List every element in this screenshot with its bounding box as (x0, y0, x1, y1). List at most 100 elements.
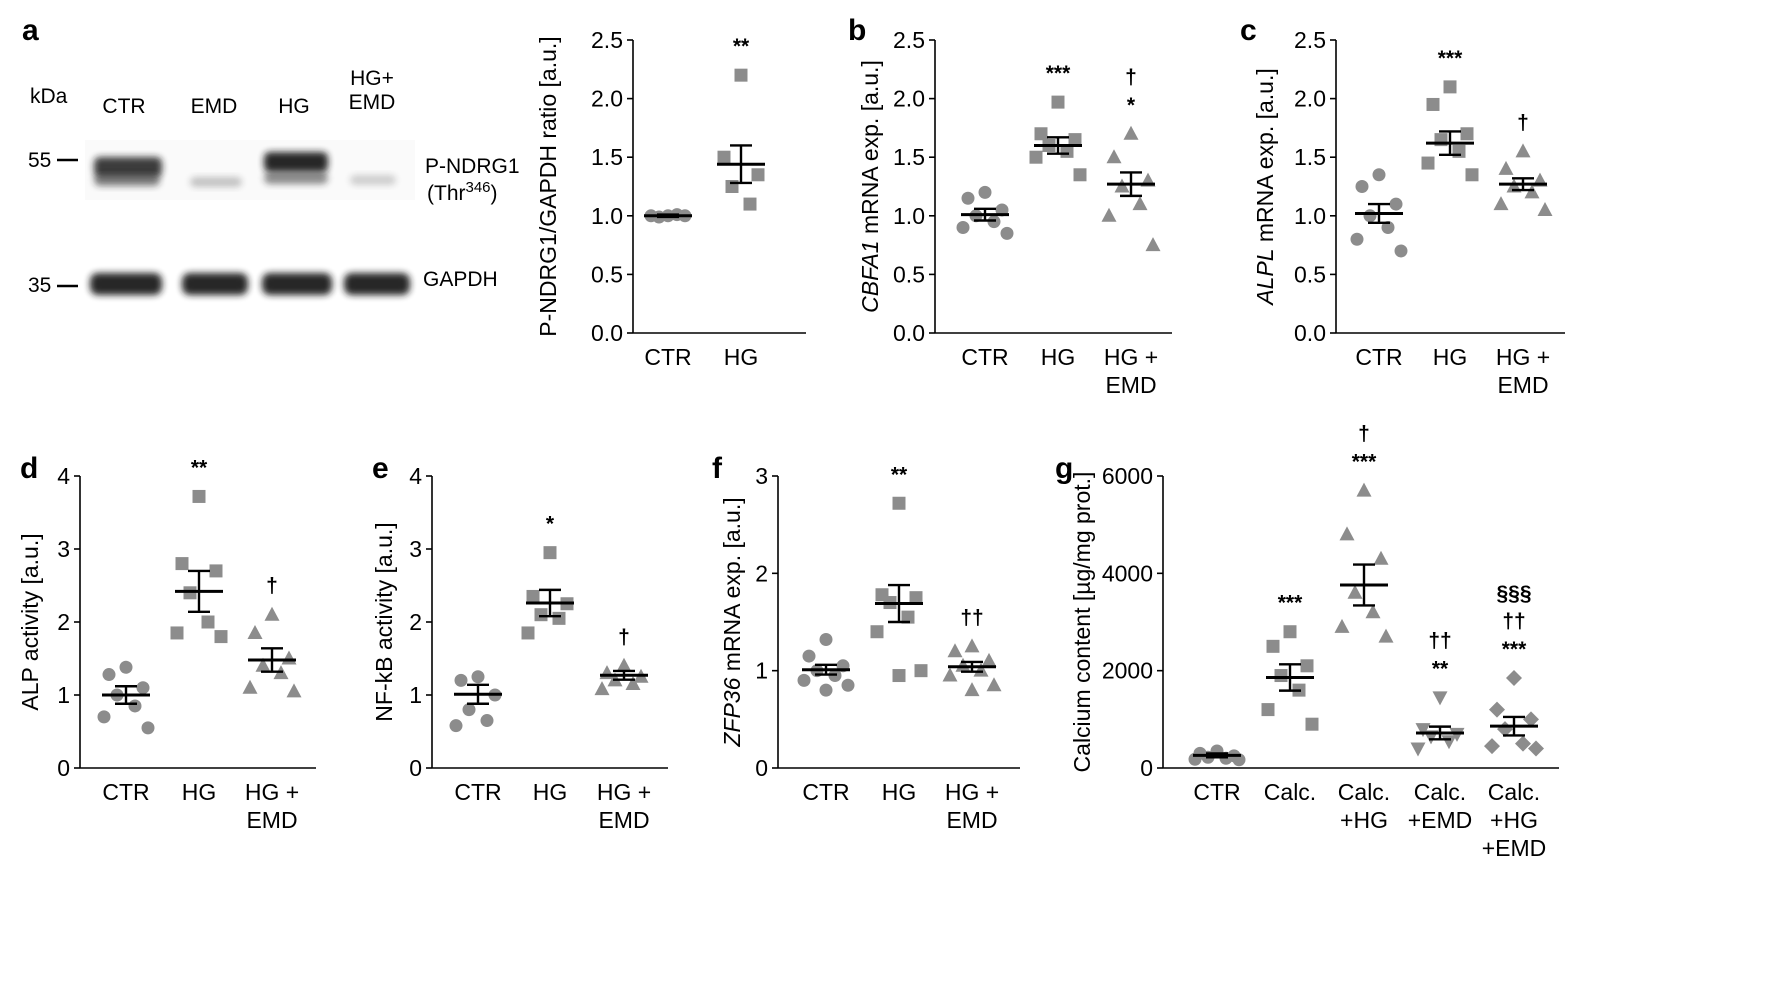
y-tick-label: 2.5 (893, 27, 925, 53)
significance-label: ** (733, 35, 750, 58)
data-point (1381, 221, 1395, 235)
data-point (1441, 735, 1457, 750)
data-point (616, 657, 632, 672)
data-point (1300, 659, 1314, 673)
data-point (102, 668, 116, 682)
x-tick-label: HG + EMD (945, 779, 999, 833)
data-point (892, 669, 906, 683)
y-tick-label: 1.0 (1294, 203, 1326, 229)
lane-label: HG (278, 95, 310, 118)
y-tick-label: 1 (409, 682, 422, 708)
lane-label: EMD (191, 95, 238, 118)
y-axis-label: ALP activity [a.u.] (17, 533, 43, 710)
data-point (192, 489, 206, 503)
x-tick-label: CTR (644, 344, 691, 370)
x-tick-label: CTR (1355, 344, 1402, 370)
x-tick-label: HG + EMD (245, 779, 299, 833)
data-point (1378, 628, 1394, 643)
data-point (264, 606, 280, 621)
data-point (870, 625, 884, 639)
data-point (956, 221, 970, 235)
y-tick-label: 3 (57, 536, 70, 562)
data-point (526, 589, 540, 603)
data-point (1101, 207, 1117, 222)
chart-panel-c: c 0.0 0.5 1.0 1.5 2.0 2.5 ALPL mRNA exp. [a.u.]… (1240, 14, 1565, 398)
panel-letter-b: b (848, 14, 866, 47)
data-point (1106, 149, 1122, 164)
data-point (552, 611, 566, 625)
x-tick-label: CTR (454, 779, 501, 805)
y-tick-label: 2.5 (591, 27, 623, 53)
y-tick-label: 0.0 (591, 320, 623, 346)
y-tick-label: 2.0 (1294, 86, 1326, 112)
data-point (717, 150, 731, 164)
significance-label: † (1517, 111, 1529, 134)
target-thr346: (Thr346) (427, 179, 498, 205)
data-point (170, 626, 184, 640)
data-point (1373, 550, 1389, 565)
significance-label: †† (960, 606, 983, 629)
data-point (247, 624, 263, 639)
data-point (1498, 160, 1514, 175)
data-point (1415, 723, 1431, 738)
data-point (534, 608, 548, 622)
data-point (1274, 669, 1288, 683)
significance-label: † *** (1352, 423, 1377, 474)
data-point (1283, 625, 1297, 639)
significance-label: *** (1278, 592, 1303, 615)
data-point (1261, 703, 1275, 717)
x-tick-label: CTR (802, 779, 849, 805)
data-point (1410, 742, 1426, 757)
data-point (1484, 738, 1500, 755)
y-tick-label: 0 (1140, 755, 1153, 781)
data-point (734, 68, 748, 82)
data-point (281, 650, 297, 665)
data-point (819, 633, 833, 647)
data-point (480, 714, 494, 728)
data-point (1073, 168, 1087, 182)
data-point (802, 649, 816, 663)
panel-letter-d: d (20, 452, 38, 485)
data-point (1034, 127, 1048, 141)
y-tick-label: 2 (57, 609, 70, 635)
data-point (1350, 232, 1364, 246)
data-point (1132, 196, 1148, 211)
significance-label: * (546, 513, 555, 536)
chart-panel-e: e 0 1 2 3 4 NF-kB activity [a.u.] CTR HG * HG + EMD… (371, 452, 668, 833)
target-gapdh: GAPDH (423, 268, 498, 291)
y-tick-label: 2 (755, 560, 768, 586)
data-point (909, 591, 923, 605)
y-axis-label: Calcium content [µg/mg prot.] (1069, 472, 1095, 773)
x-tick-label: HG (724, 344, 759, 370)
lane-label: HG+ EMD (349, 67, 396, 114)
data-point (964, 682, 980, 697)
y-axis-label: P-NDRG1/GAPDH ratio [a.u.] (535, 36, 561, 336)
y-tick-label: 2.0 (591, 86, 623, 112)
blot-band-gapdh (90, 273, 162, 295)
chart-panel-d: d 0 1 2 3 4 ALP activity [a.u.] CTR HG ** HG + EMD † (17, 452, 316, 833)
x-tick-label: HG (882, 779, 917, 805)
data-point (201, 615, 215, 629)
data-point (964, 638, 980, 653)
significance-label: §§§ †† *** (1496, 582, 1531, 661)
x-tick-label: Calc. +HG +EMD (1482, 779, 1547, 861)
data-point (242, 679, 258, 694)
data-point (955, 657, 971, 672)
y-tick-label: 1.5 (591, 144, 623, 170)
y-tick-label: 4 (409, 463, 422, 489)
data-point (1365, 604, 1381, 619)
y-tick-label: 2.5 (1294, 27, 1326, 53)
panel-letter-c: c (1240, 14, 1257, 47)
data-point (1421, 156, 1435, 170)
data-point (255, 657, 271, 672)
marker-35: 35 (28, 274, 51, 297)
y-tick-label: 1.5 (893, 144, 925, 170)
data-point (981, 652, 997, 667)
x-tick-label: Calc. (1264, 779, 1316, 805)
y-tick-label: 1 (755, 658, 768, 684)
chart-panel-g: g 0 2000 4000 6000 Calcium content [µg/mg pro… (1055, 423, 1559, 861)
x-tick-label: CTR (102, 779, 149, 805)
y-tick-label: 0.5 (1294, 261, 1326, 287)
y-tick-label: 0 (57, 755, 70, 781)
